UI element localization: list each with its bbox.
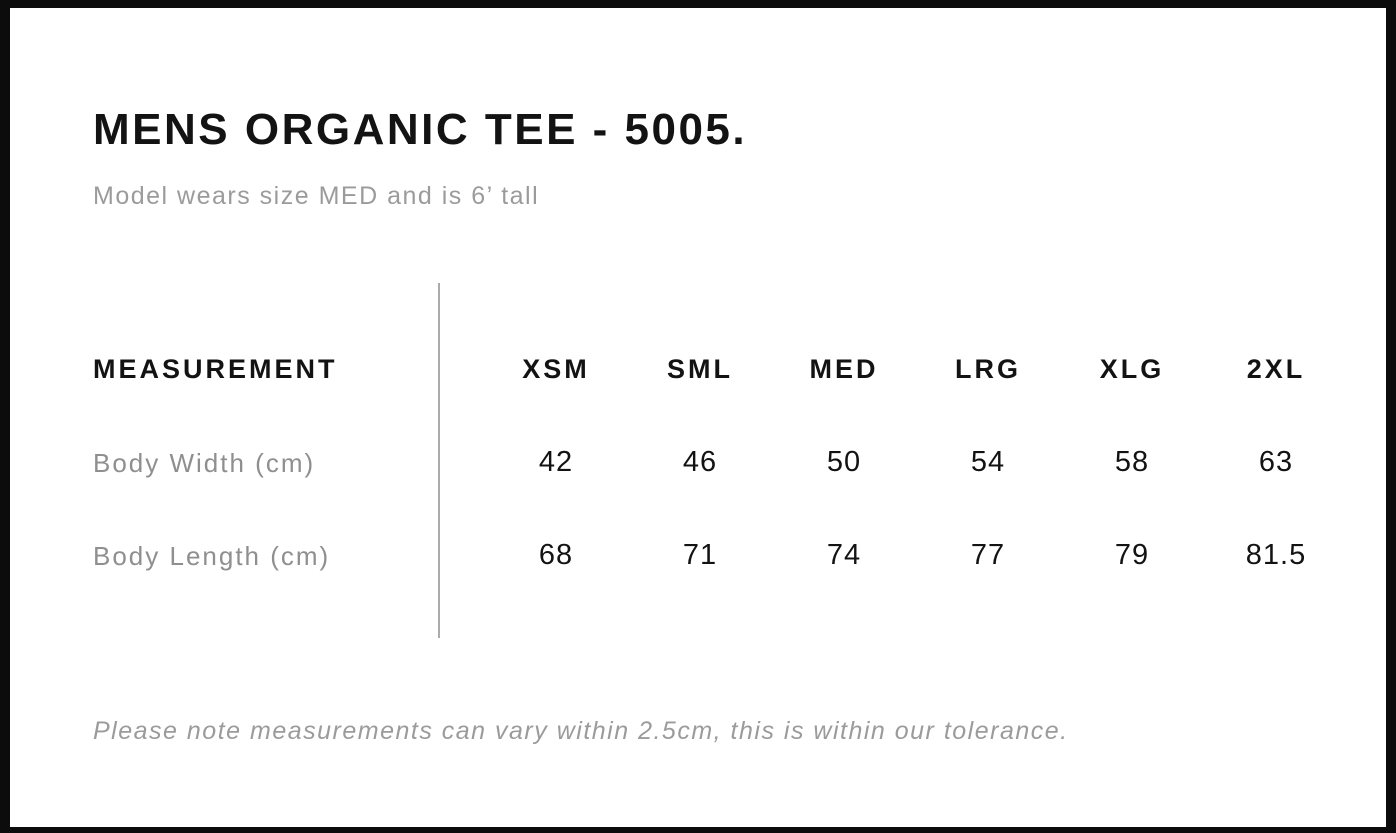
column-header-xlg: XLG — [1099, 354, 1165, 384]
column-header-sml: SML — [667, 354, 733, 384]
body-width-med-value: 50 — [826, 446, 862, 478]
row-label-body-length: Body Length (cm) — [93, 540, 331, 571]
column-header-med: MED — [809, 354, 879, 384]
product-title: MENS ORGANIC TEE - 5005. — [93, 105, 748, 154]
body-length-med-value: 74 — [826, 539, 862, 571]
body-length-2xl-value: 81.5 — [1245, 539, 1307, 571]
model-size-note: Model wears size MED and is 6’ tall — [93, 182, 540, 210]
column-header-measurement: MEASUREMENT — [93, 354, 338, 384]
body-width-2xl-value: 63 — [1258, 446, 1294, 478]
body-length-sml-value: 71 — [682, 539, 718, 571]
body-width-sml-value: 46 — [682, 446, 718, 478]
table-divider-line — [438, 283, 440, 638]
column-header-lrg: LRG — [955, 354, 1021, 384]
tolerance-note: Please note measurements can vary within… — [93, 717, 1069, 745]
body-width-xlg-value: 58 — [1114, 446, 1150, 478]
body-length-xlg-value: 79 — [1114, 539, 1150, 571]
row-label-body-width: Body Width (cm) — [93, 447, 316, 478]
body-width-lrg-value: 54 — [970, 446, 1006, 478]
column-header-xsm: XSM — [522, 354, 590, 384]
body-width-xsm-value: 42 — [538, 446, 574, 478]
body-length-lrg-value: 77 — [970, 539, 1006, 571]
column-header-2xl: 2XL — [1246, 354, 1306, 384]
size-chart-table: MEASUREMENT XSM SML MED LRG XLG 2XL Body… — [93, 323, 1348, 602]
body-length-xsm-value: 68 — [538, 539, 574, 571]
